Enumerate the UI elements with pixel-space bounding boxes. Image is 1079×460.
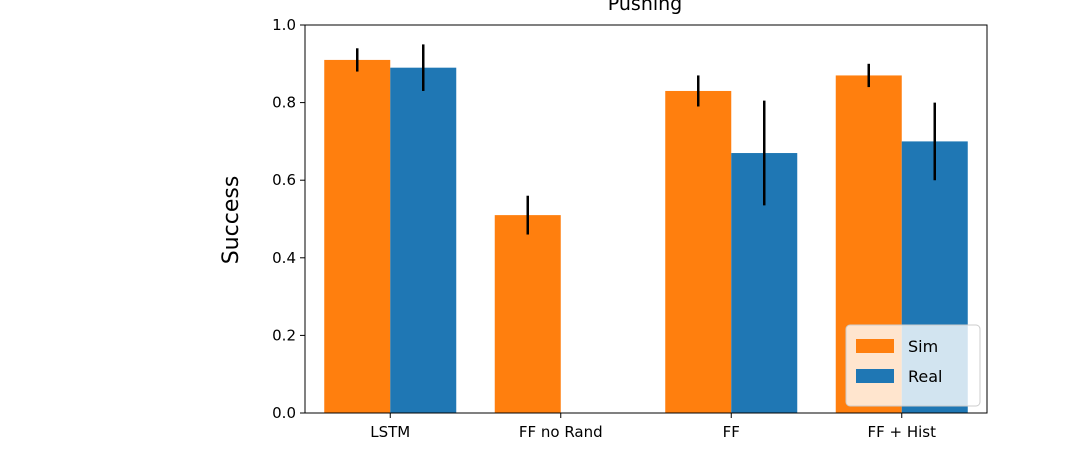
legend-swatch-real (856, 369, 894, 383)
y-axis-title: Success (219, 176, 244, 265)
y-tick-label-3: 0.6 (272, 171, 296, 189)
bar-sim-2 (665, 90, 732, 414)
legend-label-sim: Sim (908, 337, 938, 356)
x-tick-label-0: LSTM (370, 423, 410, 441)
bar-real-0 (390, 67, 457, 414)
legend: Sim Real (845, 324, 981, 407)
chart-title: Pushing (608, 0, 683, 15)
legend-swatch-sim (856, 339, 894, 353)
plot-frame (304, 24, 988, 414)
y-tick-label-2: 0.4 (272, 249, 296, 267)
legend-label-real: Real (908, 367, 943, 386)
y-tick-label-4: 0.8 (272, 94, 296, 112)
x-tick-label-1: FF no Rand (519, 423, 603, 441)
y-tick-label-1: 0.2 (272, 326, 296, 344)
y-tick-label-5: 1.0 (272, 16, 296, 34)
x-tick-label-2: FF (723, 423, 740, 441)
bar-sim-1 (494, 215, 561, 413)
x-tick-label-3: FF + Hist (867, 423, 936, 441)
y-tick-label-0: 0.0 (272, 404, 296, 422)
bar-sim-0 (324, 59, 391, 414)
